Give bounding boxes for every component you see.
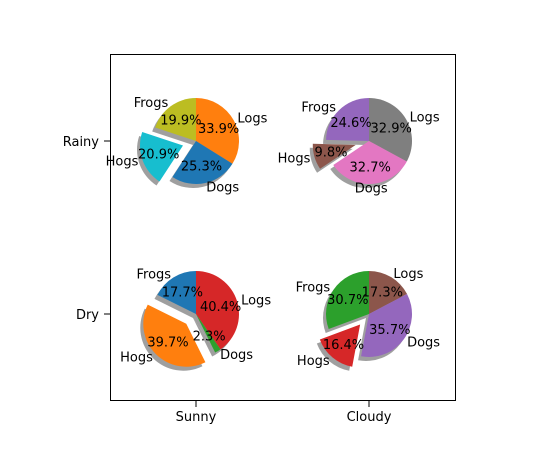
pie-rainy-cloudy: 32.9%Logs 32.7% Dogs 9.8%Hogs 24.6%Frogs (278, 98, 440, 197)
pie-slice-name-label-hogs: Hogs (297, 354, 330, 369)
pie-slice-pct-label-dogs: 32.7% (350, 160, 391, 175)
pie-slice-pct-label-dogs: 35.7% (369, 323, 410, 338)
pie-slice-frogs (326, 271, 369, 329)
pie-dry-cloudy: 17.3% Logs 35.7%Dogs 16.4%Hogs 30.7%Frogs (296, 267, 440, 371)
pie-slice-pct-label-logs: 40.4% (200, 300, 241, 315)
pies-layer: 33.9%Logs25.3%Dogs20.9%Hogs19.9%Frogs32.… (106, 96, 440, 371)
pie-slice-hogs (312, 143, 356, 169)
pie-slice-pct-label-logs: 17.3% (362, 285, 403, 300)
pie-slice-pct-label-frogs: 24.6% (330, 116, 371, 131)
pie-slice-pct-label-frogs: 30.7% (327, 293, 368, 308)
pie-slice-hogs (319, 324, 361, 367)
pie-slice-name-label-logs: Logs (237, 112, 267, 127)
pie-slice-name-label-frogs: Frogs (301, 101, 336, 116)
pie-slice-frogs (157, 271, 196, 314)
pie-slice-pct-label-hogs: 39.7% (147, 336, 188, 351)
pie-slice-logs (369, 271, 408, 314)
pie-slice-name-label-hogs: Hogs (278, 152, 311, 167)
pie-slice-pct-label-dogs: 2.3% (193, 330, 226, 345)
pie-slice-frogs (326, 98, 369, 141)
y-tick-label-dry: Dry (76, 308, 99, 323)
pie-slice-frogs (155, 98, 196, 141)
pie-slice-hogs (143, 304, 206, 367)
pie-slice-logs (196, 271, 240, 350)
axes-frame (110, 54, 456, 401)
pie-slice-name-label-frogs: Frogs (296, 281, 331, 296)
pie-slice-name-label-hogs: Hogs (106, 155, 139, 170)
pie-slice-name-label-dogs: Dogs (407, 336, 440, 351)
pie-slice-name-label-frogs: Frogs (137, 267, 172, 282)
x-tick-label-sunny: Sunny (176, 410, 217, 425)
pie-slice-pct-label-frogs: 19.9% (160, 114, 201, 129)
pie-slice-name-label-logs: Logs (241, 293, 271, 308)
pie-slice-pct-label-frogs: 17.7% (162, 286, 203, 301)
pie-slice-name-label-hogs: Hogs (120, 351, 153, 366)
x-tick-label-cloudy: Cloudy (347, 410, 392, 425)
pie-slice-dogs (196, 314, 221, 353)
pie-slice-name-label-frogs: Frogs (134, 96, 169, 111)
pie-slice-logs (196, 98, 239, 164)
pie-slice-hogs (140, 131, 184, 182)
pie-slice-pct-label-hogs: 20.9% (138, 148, 179, 163)
pie-slice-name-label-dogs: Dogs (355, 182, 388, 197)
pie-slice-pct-label-hogs: 9.8% (314, 146, 347, 161)
pie-slice-name-label-dogs: Dogs (220, 348, 253, 363)
pie-slice-pct-label-logs: 33.9% (198, 122, 239, 137)
pie-dry-sunny: 40.4% Logs 2.3% Dogs 39.7%Hogs 17.7% Frogs (120, 267, 271, 371)
pie-slice-name-label-dogs: Dogs (206, 181, 239, 196)
pie-slice-dogs (172, 141, 233, 184)
pie-slice-pct-label-hogs: 16.4% (323, 338, 364, 353)
pie-slice-logs (369, 98, 412, 162)
pie-slice-name-label-logs: Logs (393, 267, 423, 282)
pie-slice-pct-label-logs: 32.9% (371, 121, 412, 136)
pie-rainy-sunny: 33.9%Logs 25.3% Dogs 20.9%Hogs 19.9% Frogs (106, 96, 268, 196)
pie-slice-dogs (361, 293, 412, 357)
pie-slice-pct-label-dogs: 25.3% (181, 160, 222, 175)
pie-slice-name-label-logs: Logs (410, 110, 440, 125)
pie-slice-dogs (333, 141, 407, 185)
y-tick-label-rainy: Rainy (63, 135, 100, 150)
pie-slice-shadow-dogs (193, 318, 218, 357)
